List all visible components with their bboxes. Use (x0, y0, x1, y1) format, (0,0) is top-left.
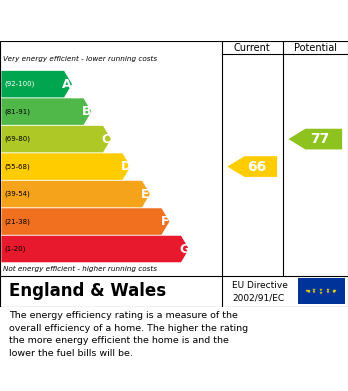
Text: ★: ★ (307, 289, 311, 292)
Text: C: C (102, 133, 111, 145)
Text: 2002/91/EC: 2002/91/EC (232, 293, 285, 302)
Text: (81-91): (81-91) (4, 108, 30, 115)
Text: Potential: Potential (294, 43, 337, 52)
Text: ★: ★ (326, 291, 330, 294)
Text: ★: ★ (331, 290, 335, 294)
Text: D: D (120, 160, 131, 173)
Text: A: A (62, 78, 72, 91)
Text: (21-38): (21-38) (4, 218, 30, 225)
Text: Very energy efficient - lower running costs: Very energy efficient - lower running co… (3, 56, 157, 62)
Text: Not energy efficient - higher running costs: Not energy efficient - higher running co… (3, 266, 157, 272)
Text: Energy Efficiency Rating: Energy Efficiency Rating (9, 11, 238, 30)
Text: (92-100): (92-100) (4, 81, 34, 87)
Polygon shape (228, 156, 277, 177)
Text: England & Wales: England & Wales (9, 282, 166, 300)
Text: 66: 66 (247, 160, 266, 174)
Polygon shape (1, 98, 92, 125)
Polygon shape (288, 129, 342, 149)
Text: ★: ★ (319, 288, 323, 292)
Text: ★: ★ (312, 291, 316, 294)
Text: ★: ★ (333, 289, 337, 293)
Text: ★: ★ (312, 288, 316, 292)
Text: 77: 77 (310, 132, 329, 146)
Text: ★: ★ (326, 288, 330, 292)
Text: ★: ★ (307, 290, 311, 294)
Text: (55-68): (55-68) (4, 163, 30, 170)
Text: G: G (179, 242, 189, 255)
Text: ★: ★ (331, 289, 335, 292)
Text: ★: ★ (319, 291, 323, 294)
Text: The energy efficiency rating is a measure of the
overall efficiency of a home. T: The energy efficiency rating is a measur… (9, 311, 248, 358)
Text: EU Directive: EU Directive (232, 281, 288, 290)
Polygon shape (1, 181, 150, 207)
Polygon shape (1, 71, 72, 97)
Text: ★: ★ (305, 289, 309, 293)
Text: (1-20): (1-20) (4, 246, 25, 252)
Text: B: B (82, 105, 92, 118)
Text: (69-80): (69-80) (4, 136, 30, 142)
Text: E: E (141, 188, 149, 201)
Polygon shape (1, 208, 169, 235)
Text: (39-54): (39-54) (4, 191, 30, 197)
Text: F: F (160, 215, 169, 228)
Text: Current: Current (234, 43, 271, 52)
Polygon shape (1, 236, 189, 262)
Polygon shape (1, 126, 111, 152)
Bar (298, 278, 345, 305)
Polygon shape (1, 153, 130, 180)
